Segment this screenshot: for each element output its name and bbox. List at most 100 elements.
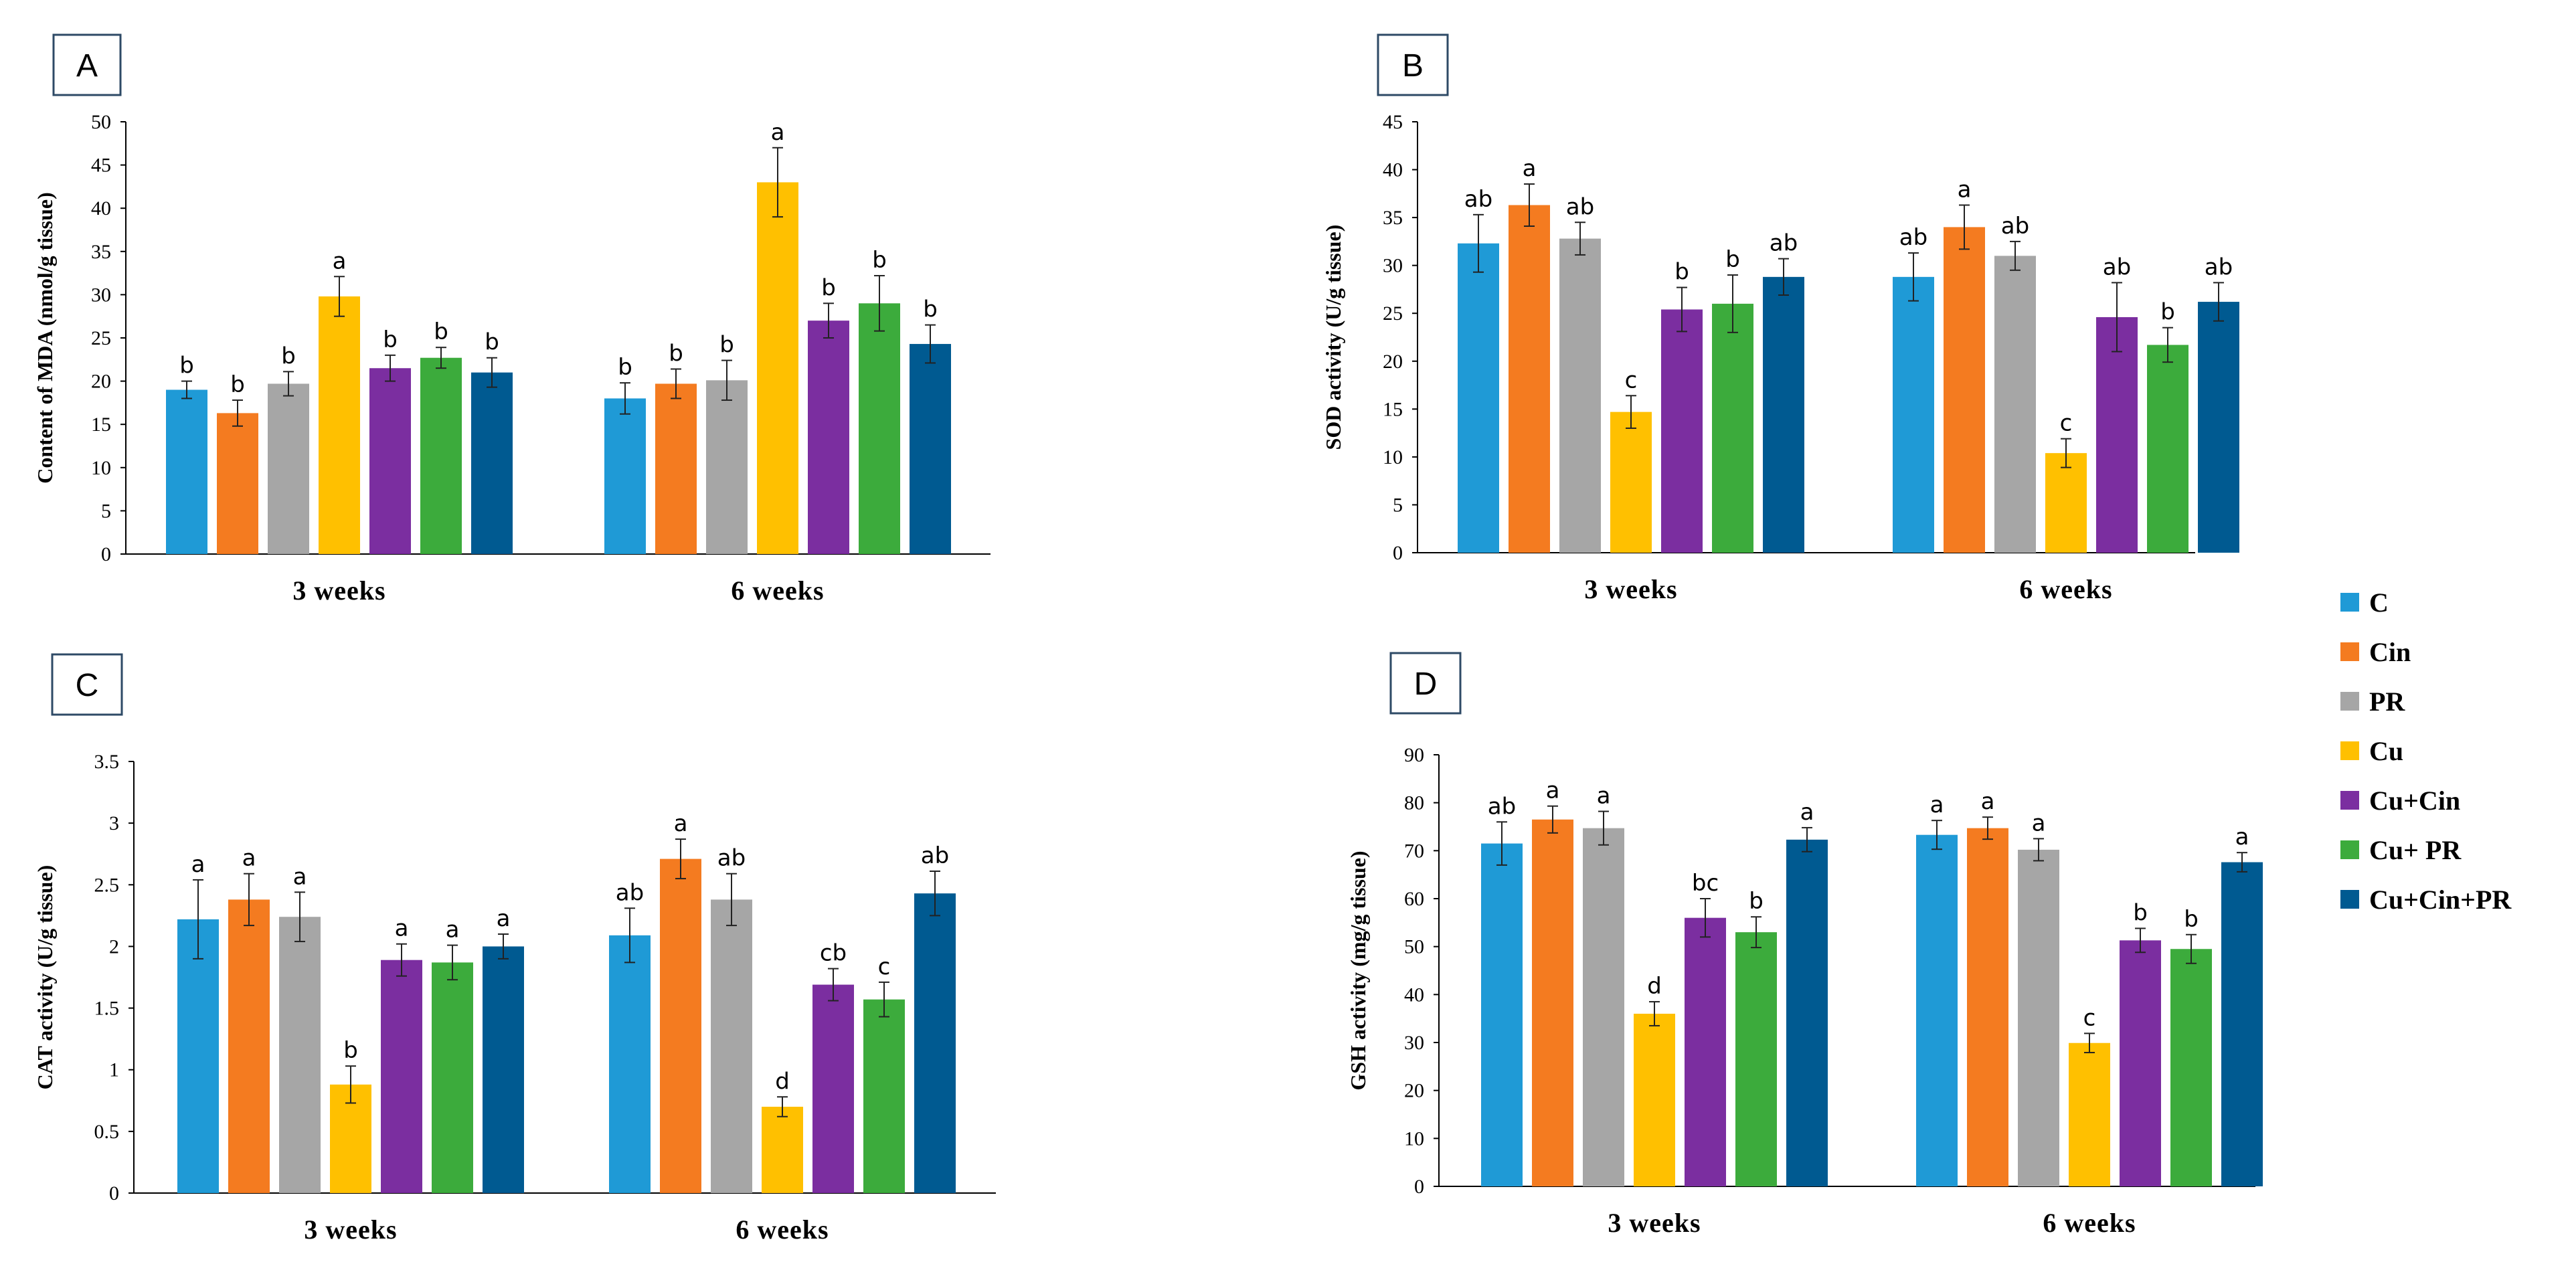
bar-pr-2: [1994, 256, 2036, 553]
x-category-label: 3 weeks: [1608, 1208, 1701, 1238]
bar-cu-cin-1: [1685, 917, 1726, 1186]
panel-label: C: [76, 668, 99, 703]
bar-c-2: [1916, 834, 1958, 1186]
significance-label: c: [1625, 367, 1638, 393]
legend-swatch: [2340, 791, 2359, 810]
bar-cu-cin-pr-2: [2198, 302, 2239, 553]
legend-swatch: [2340, 890, 2359, 909]
significance-label: a: [1523, 155, 1537, 182]
bar-pr-1: [1583, 828, 1624, 1186]
significance-label: a: [333, 248, 347, 274]
bar-cu-cin-1: [1661, 309, 1703, 553]
significance-label: bc: [1692, 870, 1719, 897]
y-tick-label: 0: [1393, 542, 1403, 564]
significance-label: c: [878, 954, 891, 980]
significance-label: a: [674, 810, 688, 837]
bar-cin-2: [1944, 227, 1985, 553]
y-tick-label: 0: [1414, 1176, 1424, 1198]
y-tick-label: 60: [1404, 888, 1424, 910]
legend-label: Cu+Cin+PR: [2369, 885, 2512, 915]
bar-c-1: [177, 919, 219, 1193]
bar-cu-cin-1: [369, 368, 411, 554]
bar-cu-1: [1610, 412, 1652, 553]
bar-pr-1: [1559, 238, 1601, 553]
bar-c-1: [1481, 843, 1523, 1186]
significance-label: b: [1749, 888, 1764, 915]
x-category-label: 3 weeks: [1584, 574, 1677, 604]
legend-swatch: [2340, 642, 2359, 661]
y-tick-label: 5: [1393, 494, 1403, 516]
y-tick-label: 25: [1383, 302, 1403, 325]
panel-label: D: [1414, 666, 1438, 702]
y-tick-label: 20: [1383, 351, 1403, 373]
significance-label: a: [1800, 799, 1814, 826]
panel-label: B: [1402, 48, 1424, 84]
legend-swatch: [2340, 840, 2359, 859]
bar-cu-pr-1: [1735, 932, 1777, 1186]
bar-cu-pr-1: [1712, 303, 1753, 553]
bar-pr-1: [268, 383, 309, 554]
legend-swatch: [2340, 741, 2359, 760]
bar-cu-pr-2: [863, 999, 905, 1193]
bar-c-1: [1458, 243, 1499, 553]
y-tick-label: 40: [1404, 984, 1424, 1006]
bar-cu-2: [2045, 453, 2087, 553]
significance-label: a: [771, 119, 785, 146]
bar-cu-cin-2: [812, 984, 854, 1193]
significance-label: b: [1675, 259, 1689, 286]
y-tick-label: 35: [91, 241, 111, 263]
bar-cu-cin-pr-2: [914, 893, 956, 1193]
significance-label: b: [669, 341, 683, 367]
bar-cu-pr-1: [432, 962, 473, 1193]
y-tick-label: 90: [1404, 744, 1424, 766]
bar-cu-cin-2: [808, 321, 849, 554]
y-axis-label: GSH activity (mg/g tissue): [1346, 850, 1370, 1090]
significance-label: cb: [820, 940, 847, 967]
significance-label: ab: [2001, 213, 2029, 240]
y-tick-label: 80: [1404, 792, 1424, 814]
y-tick-label: 1.5: [94, 998, 120, 1020]
y-tick-label: 5: [101, 500, 111, 522]
y-axis-label: SOD activity (U/g tissue): [1321, 225, 1345, 450]
bar-cu-2: [757, 182, 798, 554]
significance-label: d: [775, 1068, 790, 1095]
significance-label: c: [2060, 410, 2073, 437]
significance-label: ab: [616, 879, 644, 906]
y-tick-label: 40: [1383, 159, 1403, 181]
y-tick-label: 2: [109, 935, 119, 958]
y-tick-label: 0: [101, 543, 111, 565]
bar-cin-1: [1509, 205, 1550, 553]
x-category-label: 6 weeks: [731, 575, 824, 606]
y-tick-label: 0: [109, 1182, 119, 1204]
significance-label: a: [497, 905, 511, 932]
y-tick-label: 70: [1404, 840, 1424, 862]
panel-label-box: [52, 33, 122, 96]
y-tick-label: 1: [109, 1059, 119, 1081]
x-category-label: 6 weeks: [2043, 1208, 2136, 1238]
significance-label: d: [1647, 973, 1662, 1000]
bar-cu-cin-pr-1: [483, 946, 524, 1193]
panel-label-box: [1377, 33, 1449, 96]
y-tick-label: 10: [1404, 1127, 1424, 1150]
y-tick-label: 3.5: [94, 751, 120, 773]
chart-panel-d: D 0 10 20 30 40 50 60 70 80 90 GSH activity (mg/g t…: [1346, 652, 2263, 1238]
bar-cu-cin-pr-2: [2221, 862, 2263, 1186]
bar-cu-cin-pr-2: [910, 344, 951, 554]
chart-panel-c: C 0 0.5 1 1.5 2 2.5 3 3.5 CAT activity (U/g tissu…: [33, 653, 996, 1245]
bar-cin-2: [660, 858, 701, 1193]
significance-label: b: [485, 329, 499, 356]
bar-cu-2: [2069, 1043, 2110, 1186]
bar-cu-cin-pr-1: [1786, 839, 1828, 1186]
significance-label: ab: [1899, 224, 1927, 251]
significance-label: b: [872, 247, 887, 274]
significance-label: a: [2235, 824, 2249, 850]
significance-label: a: [1930, 792, 1944, 818]
x-category-label: 3 weeks: [292, 575, 385, 606]
significance-label: b: [281, 343, 296, 369]
legend-label: C: [2369, 587, 2389, 618]
y-tick-label: 40: [91, 197, 111, 219]
significance-label: ab: [1770, 230, 1798, 257]
legend: C Cin PR Cu Cu+Cin Cu+ PR Cu+Cin+PR: [2340, 587, 2512, 915]
bar-c-1: [166, 389, 207, 554]
legend-label: PR: [2369, 687, 2405, 717]
